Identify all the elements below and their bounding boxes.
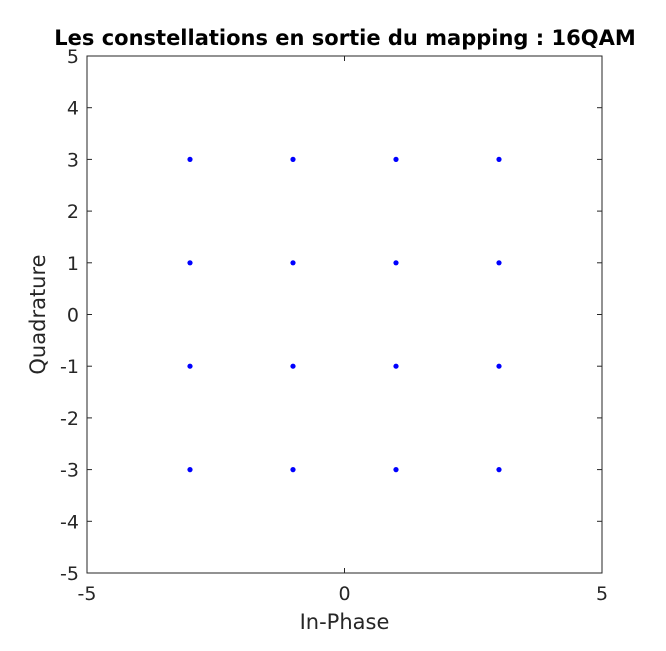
data-point xyxy=(496,363,502,369)
x-tick-label: -5 xyxy=(78,583,97,605)
data-point xyxy=(290,467,296,473)
x-tick-label: 5 xyxy=(596,583,608,605)
data-point xyxy=(393,467,399,473)
data-point xyxy=(187,467,193,473)
chart-title: Les constellations en sortie du mapping … xyxy=(54,26,636,50)
data-point xyxy=(496,467,502,473)
y-tick-label: -1 xyxy=(60,356,79,378)
data-point xyxy=(393,363,399,369)
y-tick-label: -2 xyxy=(60,408,79,430)
y-tick-label: 3 xyxy=(67,149,79,171)
x-axis-tick-labels: -5 0 5 xyxy=(78,583,609,605)
data-point xyxy=(187,156,193,162)
y-axis-label: Quadrature xyxy=(26,254,50,374)
data-point xyxy=(290,363,296,369)
data-point xyxy=(290,260,296,266)
data-point xyxy=(496,156,502,162)
y-tick-label: 4 xyxy=(67,98,79,120)
x-axis-label: In-Phase xyxy=(300,610,390,634)
y-tick-label: -4 xyxy=(60,511,79,533)
y-tick-label: -5 xyxy=(60,563,79,585)
data-point xyxy=(393,260,399,266)
data-point xyxy=(290,156,296,162)
y-tick-label: 2 xyxy=(67,201,79,223)
data-point xyxy=(496,260,502,266)
data-point xyxy=(187,260,193,266)
y-tick-label: 5 xyxy=(67,46,79,68)
data-points xyxy=(187,156,502,473)
y-tick-label: 1 xyxy=(67,253,79,275)
x-tick-label: 0 xyxy=(338,583,350,605)
y-tick-label: -3 xyxy=(60,460,79,482)
axis-ticks xyxy=(86,55,603,574)
y-tick-label: 0 xyxy=(67,305,79,327)
data-point xyxy=(187,363,193,369)
plot-area-frame xyxy=(86,55,603,574)
data-point xyxy=(393,156,399,162)
y-axis-tick-labels: 5 4 3 2 1 0 -1 -2 -3 -4 -5 xyxy=(60,46,79,585)
